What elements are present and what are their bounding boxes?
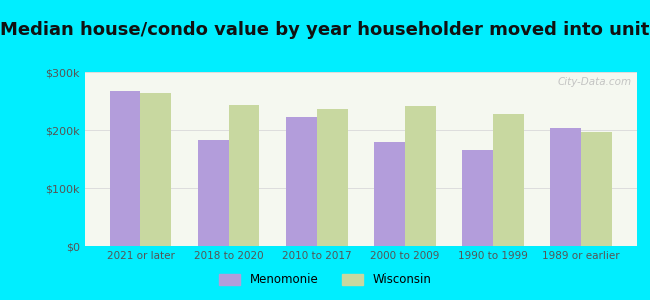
Bar [405,106,436,246]
Bar [110,91,140,246]
Bar [493,114,524,246]
Bar [317,109,348,246]
Legend: Menomonie, Wisconsin: Menomonie, Wisconsin [214,269,436,291]
Bar [581,132,612,246]
Bar [462,150,493,246]
Bar [286,117,317,246]
Bar [229,105,259,246]
Bar [198,140,229,246]
Text: City-Data.com: City-Data.com [557,77,632,87]
Text: Median house/condo value by year householder moved into unit: Median house/condo value by year househo… [0,21,650,39]
Bar [374,142,405,246]
Bar [140,94,172,246]
Bar [550,128,581,246]
